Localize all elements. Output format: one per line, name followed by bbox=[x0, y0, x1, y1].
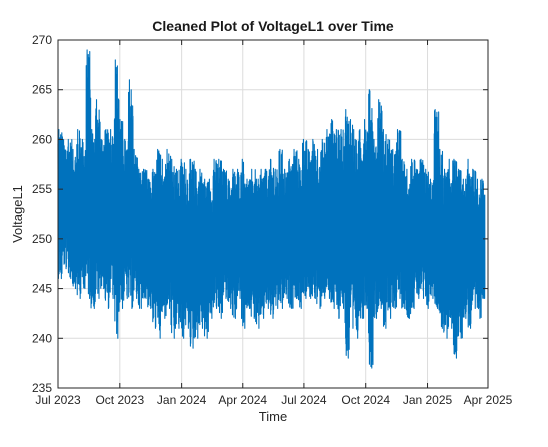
x-tick-label: Jan 2025 bbox=[403, 393, 453, 407]
y-tick-label: 270 bbox=[32, 33, 52, 47]
x-tick-label: Jul 2023 bbox=[35, 393, 81, 407]
series-line bbox=[57, 49, 486, 369]
x-tick-label: Apr 2025 bbox=[464, 393, 513, 407]
x-axis-label: Time bbox=[259, 409, 287, 424]
x-tick-label: Jan 2024 bbox=[157, 393, 207, 407]
y-axis-label: VoltageL1 bbox=[10, 185, 25, 243]
y-tick-label: 250 bbox=[32, 232, 52, 246]
axes-box bbox=[57, 39, 489, 389]
chart-title: Cleaned Plot of VoltageL1 over Time bbox=[152, 18, 394, 34]
ticks: 235 240 245 250 255 260 265 270 Jul 2023 Oct 2023… bbox=[32, 33, 513, 407]
plot-area bbox=[57, 49, 486, 369]
y-tick-label: 265 bbox=[32, 83, 52, 97]
y-tick-label: 240 bbox=[32, 331, 52, 345]
x-tick-label: Jul 2024 bbox=[281, 393, 327, 407]
x-tick-label: Apr 2024 bbox=[218, 393, 267, 407]
y-tick-label: 245 bbox=[32, 282, 52, 296]
x-tick-label: Oct 2023 bbox=[95, 393, 144, 407]
y-tick-label: 235 bbox=[32, 381, 52, 395]
y-tick-label: 260 bbox=[32, 132, 52, 146]
x-tick-label: Oct 2024 bbox=[341, 393, 390, 407]
y-tick-label: 255 bbox=[32, 182, 52, 196]
